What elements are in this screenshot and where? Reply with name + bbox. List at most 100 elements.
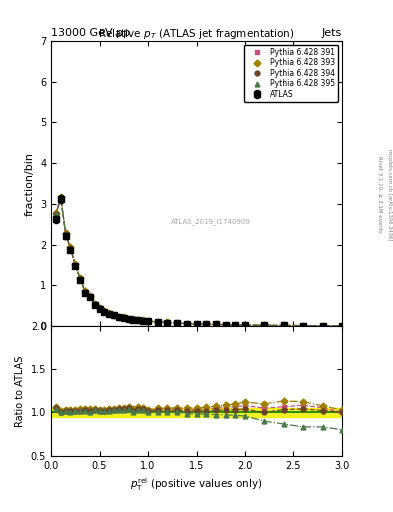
Pythia 6.428 395 bbox=[233, 322, 238, 328]
Pythia 6.428 393 bbox=[165, 319, 170, 326]
Pythia 6.428 395 bbox=[126, 316, 131, 322]
Pythia 6.428 395 bbox=[117, 314, 121, 320]
Pythia 6.428 393 bbox=[213, 321, 218, 327]
Pythia 6.428 394 bbox=[102, 308, 107, 314]
Pythia 6.428 393 bbox=[340, 323, 344, 329]
Pythia 6.428 394 bbox=[204, 321, 209, 327]
Pythia 6.428 394 bbox=[88, 294, 92, 300]
Pythia 6.428 394 bbox=[165, 319, 170, 326]
Pythia 6.428 391 bbox=[340, 323, 344, 329]
Pythia 6.428 391 bbox=[165, 319, 170, 326]
Pythia 6.428 393 bbox=[223, 322, 228, 328]
Pythia 6.428 393 bbox=[233, 322, 238, 328]
Pythia 6.428 391 bbox=[233, 322, 238, 328]
Pythia 6.428 395 bbox=[141, 317, 145, 324]
Pythia 6.428 395 bbox=[242, 322, 247, 328]
Pythia 6.428 394 bbox=[107, 310, 112, 316]
Pythia 6.428 391 bbox=[184, 321, 189, 327]
Pythia 6.428 395 bbox=[136, 317, 141, 323]
Y-axis label: Ratio to ATLAS: Ratio to ATLAS bbox=[15, 355, 25, 426]
Pythia 6.428 393 bbox=[281, 323, 286, 329]
Pythia 6.428 393 bbox=[131, 316, 136, 323]
Pythia 6.428 394 bbox=[59, 195, 63, 201]
Pythia 6.428 395 bbox=[112, 312, 116, 318]
Pythia 6.428 393 bbox=[68, 244, 73, 250]
Pythia 6.428 395 bbox=[281, 323, 286, 329]
Pythia 6.428 391 bbox=[73, 262, 78, 268]
Pythia 6.428 395 bbox=[146, 318, 151, 324]
Pythia 6.428 395 bbox=[213, 322, 218, 328]
Pythia 6.428 394 bbox=[117, 314, 121, 320]
Pythia 6.428 393 bbox=[175, 320, 180, 326]
Pythia 6.428 393 bbox=[83, 288, 87, 294]
Pythia 6.428 394 bbox=[121, 314, 126, 321]
Pythia 6.428 391 bbox=[223, 322, 228, 328]
Pythia 6.428 391 bbox=[136, 317, 141, 323]
Pythia 6.428 391 bbox=[175, 320, 180, 326]
X-axis label: $p_{\mathrm{T}}^{\mathrm{rel}}$ (positive values only): $p_{\mathrm{T}}^{\mathrm{rel}}$ (positiv… bbox=[130, 476, 263, 493]
Pythia 6.428 391 bbox=[194, 321, 199, 327]
Pythia 6.428 393 bbox=[320, 323, 325, 329]
Pythia 6.428 393 bbox=[194, 321, 199, 327]
Pythia 6.428 391 bbox=[121, 314, 126, 321]
Line: Pythia 6.428 395: Pythia 6.428 395 bbox=[53, 196, 344, 328]
Pythia 6.428 393 bbox=[73, 261, 78, 267]
Pythia 6.428 393 bbox=[78, 275, 83, 281]
Pythia 6.428 395 bbox=[320, 323, 325, 329]
Pythia 6.428 395 bbox=[204, 321, 209, 327]
Pythia 6.428 395 bbox=[121, 314, 126, 321]
Pythia 6.428 393 bbox=[121, 314, 126, 321]
Pythia 6.428 391 bbox=[262, 322, 267, 328]
Pythia 6.428 391 bbox=[53, 211, 58, 217]
Pythia 6.428 391 bbox=[68, 245, 73, 251]
Pythia 6.428 391 bbox=[242, 322, 247, 328]
Pythia 6.428 394 bbox=[184, 321, 189, 327]
Pythia 6.428 391 bbox=[146, 318, 151, 324]
Pythia 6.428 391 bbox=[78, 275, 83, 282]
Bar bbox=[51, 408, 342, 417]
Pythia 6.428 394 bbox=[63, 230, 68, 237]
Pythia 6.428 391 bbox=[63, 230, 68, 236]
Pythia 6.428 395 bbox=[301, 323, 305, 329]
Pythia 6.428 393 bbox=[204, 321, 209, 327]
Text: 13000 GeV pp: 13000 GeV pp bbox=[51, 28, 130, 38]
Pythia 6.428 394 bbox=[141, 317, 145, 324]
Pythia 6.428 391 bbox=[126, 316, 131, 322]
Pythia 6.428 393 bbox=[102, 308, 107, 314]
Pythia 6.428 395 bbox=[73, 262, 78, 268]
Pythia 6.428 394 bbox=[73, 262, 78, 268]
Pythia 6.428 395 bbox=[68, 246, 73, 252]
Pythia 6.428 394 bbox=[112, 312, 116, 318]
Pythia 6.428 395 bbox=[78, 276, 83, 282]
Pythia 6.428 395 bbox=[97, 305, 102, 311]
Pythia 6.428 391 bbox=[97, 305, 102, 311]
Pythia 6.428 393 bbox=[112, 312, 116, 318]
Pythia 6.428 394 bbox=[194, 321, 199, 327]
Pythia 6.428 393 bbox=[136, 317, 141, 323]
Pythia 6.428 394 bbox=[53, 210, 58, 217]
Pythia 6.428 393 bbox=[59, 194, 63, 200]
Pythia 6.428 395 bbox=[262, 322, 267, 328]
Pythia 6.428 394 bbox=[320, 323, 325, 329]
Text: Jets: Jets bbox=[321, 28, 342, 38]
Pythia 6.428 394 bbox=[155, 319, 160, 325]
Pythia 6.428 395 bbox=[340, 323, 344, 329]
Pythia 6.428 391 bbox=[88, 293, 92, 300]
Pythia 6.428 391 bbox=[92, 301, 97, 307]
Line: Pythia 6.428 391: Pythia 6.428 391 bbox=[53, 196, 344, 328]
Pythia 6.428 395 bbox=[88, 294, 92, 300]
Y-axis label: fraction/bin: fraction/bin bbox=[24, 152, 35, 216]
Pythia 6.428 391 bbox=[107, 310, 112, 316]
Pythia 6.428 393 bbox=[53, 210, 58, 216]
Pythia 6.428 391 bbox=[83, 288, 87, 294]
Pythia 6.428 393 bbox=[92, 301, 97, 307]
Pythia 6.428 395 bbox=[175, 320, 180, 326]
Pythia 6.428 393 bbox=[117, 313, 121, 319]
Line: Pythia 6.428 394: Pythia 6.428 394 bbox=[53, 196, 344, 328]
Pythia 6.428 391 bbox=[320, 323, 325, 329]
Pythia 6.428 394 bbox=[281, 323, 286, 329]
Pythia 6.428 394 bbox=[262, 322, 267, 328]
Pythia 6.428 395 bbox=[155, 319, 160, 325]
Pythia 6.428 393 bbox=[141, 317, 145, 324]
Pythia 6.428 394 bbox=[136, 317, 141, 323]
